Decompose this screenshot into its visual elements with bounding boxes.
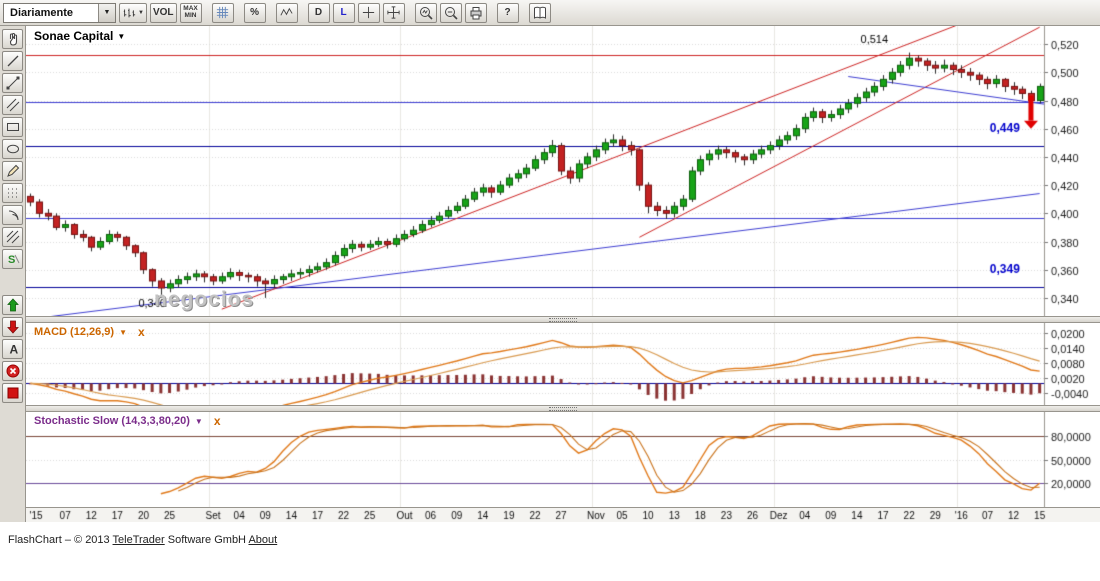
max-label: MAX — [183, 4, 198, 12]
panel-splitter[interactable] — [26, 316, 1100, 323]
crosshair-button[interactable] — [357, 2, 380, 23]
macd-indicator-label[interactable]: MACD (12,26,9) ▼ x — [34, 325, 145, 339]
stochastic-indicator-label[interactable]: Stochastic Slow (14,3,3,80,20) ▼ x — [34, 414, 221, 428]
arrow-down-tool-button[interactable] — [2, 317, 23, 337]
stochastic-close-button[interactable]: x — [213, 414, 221, 428]
trendline-tool-button[interactable] — [2, 73, 23, 93]
letter-a-icon: A — [5, 341, 21, 357]
footer: FlashChart – © 2013 TeleTrader Software … — [0, 522, 1100, 581]
arrow-up-tool-button[interactable] — [2, 295, 23, 315]
grid-toggle-button[interactable] — [211, 2, 234, 23]
day-scale-button[interactable]: D — [307, 2, 330, 23]
zoom-in-button[interactable] — [414, 2, 437, 23]
delete-icon — [5, 363, 21, 379]
top-toolbar: Diariamente ▼ ▼ VOL MAX MIN % D L ? — [0, 0, 1100, 26]
ohlc-bars-icon — [122, 6, 136, 20]
hand-icon — [5, 31, 21, 47]
footer-text: Software GmbH — [164, 534, 249, 546]
timeframe-value: Diariamente — [10, 6, 73, 19]
print-button[interactable] — [464, 2, 487, 23]
text-tool-button[interactable]: A — [2, 339, 23, 359]
grid-icon — [215, 5, 230, 20]
main-area: S A Sonae Capital ▼ negocios MACD (12,26… — [0, 26, 1100, 522]
hatch-tool-button[interactable] — [2, 227, 23, 247]
crosshair-icon — [361, 5, 376, 20]
teletrader-link[interactable]: TeleTrader — [112, 534, 165, 546]
chevron-down-icon: ▼ — [119, 327, 127, 337]
macd-chart-canvas[interactable] — [26, 323, 1100, 405]
arc-tool-button[interactable] — [2, 205, 23, 225]
magnifier-chart-icon — [418, 5, 434, 21]
symbol-name: Sonae Capital — [34, 29, 114, 43]
maxmin-toggle-button[interactable]: MAX MIN — [179, 2, 202, 23]
ellipse-icon — [5, 141, 21, 157]
line-tool-button[interactable] — [2, 51, 23, 71]
percent-scale-button[interactable]: % — [243, 2, 266, 23]
rectangle-tool-button[interactable] — [2, 117, 23, 137]
footer-text: FlashChart – © 2013 — [8, 534, 113, 546]
hatch-lines-icon — [5, 229, 21, 245]
svg-text:S: S — [8, 254, 15, 266]
red-swatch-icon — [5, 385, 21, 401]
svg-text:A: A — [9, 343, 18, 357]
dotted-grid-icon — [5, 185, 21, 201]
chevron-down-icon: ▼ — [138, 9, 144, 16]
zigzag-icon — [279, 5, 294, 20]
arcs-icon — [5, 207, 21, 223]
chevron-down-icon: ▼ — [117, 31, 126, 41]
fibonacci-icon: S — [5, 251, 21, 267]
price-pane: Sonae Capital ▼ negocios — [26, 26, 1100, 316]
zigzag-style-button[interactable] — [275, 2, 298, 23]
time-axis — [26, 507, 1100, 522]
channel-tool-button[interactable] — [2, 95, 23, 115]
splitter-grip-icon — [549, 317, 577, 322]
pan-tool-button[interactable] — [2, 29, 23, 49]
watermark: negocios — [154, 288, 255, 311]
min-label: MIN — [184, 12, 197, 19]
panel-splitter[interactable] — [26, 405, 1100, 412]
book-icon — [532, 5, 548, 21]
delete-tool-button[interactable] — [2, 361, 23, 381]
chevron-down-icon[interactable]: ▼ — [98, 3, 115, 22]
chart-style-dropdown[interactable]: ▼ — [119, 2, 147, 23]
rectangle-icon — [5, 119, 21, 135]
magnifier-minus-icon — [443, 5, 459, 21]
ellipse-tool-button[interactable] — [2, 139, 23, 159]
stochastic-chart-canvas[interactable] — [26, 412, 1100, 507]
chevron-down-icon: ▼ — [194, 416, 203, 426]
pencil-icon — [5, 163, 21, 179]
zoom-out-button[interactable] — [439, 2, 462, 23]
trendline-icon — [5, 75, 21, 91]
volume-toggle-button[interactable]: VOL — [149, 2, 177, 23]
fibonacci-tool-button[interactable]: S — [2, 249, 23, 269]
crosshair-ticks-button[interactable] — [382, 2, 405, 23]
macd-label-text: MACD (12,26,9) — [34, 326, 115, 338]
printer-icon — [468, 5, 484, 21]
chart-content: Sonae Capital ▼ negocios MACD (12,26,9) … — [26, 26, 1100, 522]
line-icon — [5, 53, 21, 69]
down-arrow-icon — [5, 319, 21, 335]
up-arrow-icon — [5, 297, 21, 313]
stochastic-pane: Stochastic Slow (14,3,3,80,20) ▼ x — [26, 412, 1100, 507]
pencil-tool-button[interactable] — [2, 161, 23, 181]
color-tool-button[interactable] — [2, 383, 23, 403]
stochastic-label-text: Stochastic Slow (14,3,3,80,20) — [34, 415, 190, 427]
crosshair-ticks-icon — [386, 5, 401, 20]
macd-pane: MACD (12,26,9) ▼ x — [26, 323, 1100, 405]
help-button[interactable]: ? — [496, 2, 519, 23]
about-link[interactable]: About — [248, 534, 278, 546]
splitter-grip-icon — [549, 406, 577, 411]
parallel-lines-icon — [5, 97, 21, 113]
symbol-dropdown[interactable]: Sonae Capital ▼ — [34, 29, 125, 43]
timeframe-dropdown[interactable]: Diariamente ▼ — [3, 2, 116, 23]
drawing-toolbar: S A — [0, 26, 26, 522]
manual-button[interactable] — [528, 2, 551, 23]
price-chart-canvas[interactable] — [26, 26, 1100, 316]
time-axis-canvas — [26, 508, 1100, 522]
log-scale-button[interactable]: L — [332, 2, 355, 23]
grid-tool-button[interactable] — [2, 183, 23, 203]
macd-close-button[interactable]: x — [138, 325, 145, 339]
